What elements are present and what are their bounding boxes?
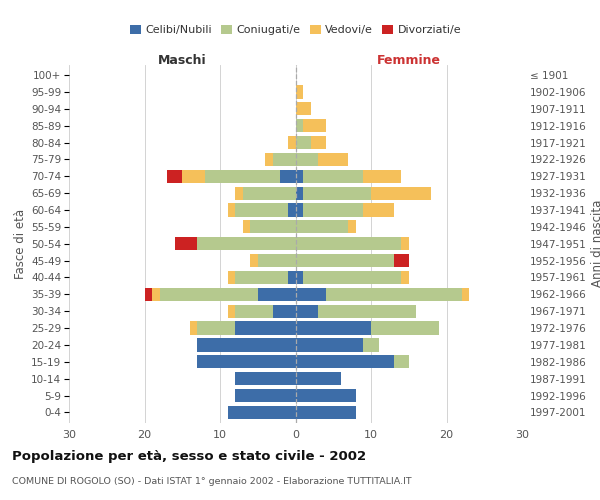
Bar — [190, 322, 197, 334]
Bar — [242, 220, 250, 234]
Bar — [371, 322, 439, 334]
Bar — [296, 355, 394, 368]
Bar — [258, 254, 296, 267]
Bar — [364, 170, 401, 183]
Bar — [296, 322, 371, 334]
Bar — [296, 372, 341, 385]
Bar — [296, 119, 303, 132]
Bar — [296, 153, 318, 166]
Bar — [303, 186, 371, 200]
Bar — [250, 254, 258, 267]
Bar — [296, 389, 356, 402]
Bar — [235, 204, 288, 216]
Bar — [227, 304, 235, 318]
Bar — [311, 136, 326, 149]
Bar — [227, 271, 235, 284]
Bar — [296, 220, 349, 234]
Bar — [461, 288, 469, 301]
Bar — [227, 204, 235, 216]
Bar — [167, 170, 182, 183]
Bar — [296, 86, 303, 98]
Bar — [303, 170, 364, 183]
Bar — [296, 271, 303, 284]
Bar — [280, 170, 296, 183]
Bar — [235, 304, 273, 318]
Bar — [288, 136, 296, 149]
Text: COMUNE DI ROGOLO (SO) - Dati ISTAT 1° gennaio 2002 - Elaborazione TUTTITALIA.IT: COMUNE DI ROGOLO (SO) - Dati ISTAT 1° ge… — [12, 478, 412, 486]
Bar — [401, 271, 409, 284]
Bar — [235, 271, 288, 284]
Bar — [273, 153, 296, 166]
Text: Maschi: Maschi — [158, 54, 206, 66]
Bar — [364, 204, 394, 216]
Bar — [318, 304, 416, 318]
Bar — [303, 119, 326, 132]
Bar — [197, 355, 296, 368]
Bar — [296, 338, 364, 351]
Text: Femmine: Femmine — [377, 54, 441, 66]
Bar — [303, 204, 364, 216]
Bar — [296, 254, 394, 267]
Bar — [401, 237, 409, 250]
Bar — [258, 288, 296, 301]
Bar — [205, 170, 280, 183]
Bar — [288, 271, 296, 284]
Bar — [296, 406, 356, 419]
Bar — [371, 186, 431, 200]
Bar — [296, 237, 401, 250]
Bar — [303, 271, 401, 284]
Bar — [288, 204, 296, 216]
Bar — [296, 136, 311, 149]
Bar — [296, 186, 303, 200]
Bar — [227, 406, 296, 419]
Bar — [152, 288, 160, 301]
Bar — [182, 170, 205, 183]
Y-axis label: Anni di nascita: Anni di nascita — [590, 200, 600, 288]
Bar — [326, 288, 461, 301]
Bar — [197, 322, 235, 334]
Bar — [145, 288, 152, 301]
Bar — [197, 237, 296, 250]
Bar — [160, 288, 258, 301]
Text: Popolazione per età, sesso e stato civile - 2002: Popolazione per età, sesso e stato civil… — [12, 450, 366, 463]
Bar — [364, 338, 379, 351]
Bar — [296, 288, 326, 301]
Y-axis label: Fasce di età: Fasce di età — [14, 208, 27, 279]
Bar — [296, 102, 311, 116]
Bar — [235, 186, 242, 200]
Bar — [175, 237, 197, 250]
Bar — [394, 254, 409, 267]
Bar — [242, 186, 296, 200]
Bar — [250, 220, 296, 234]
Bar — [296, 170, 303, 183]
Bar — [265, 153, 273, 166]
Bar — [235, 372, 296, 385]
Bar — [296, 304, 318, 318]
Bar — [273, 304, 296, 318]
Bar — [318, 153, 349, 166]
Bar — [197, 338, 296, 351]
Bar — [235, 322, 296, 334]
Legend: Celibi/Nubili, Coniugati/e, Vedovi/e, Divorziati/e: Celibi/Nubili, Coniugati/e, Vedovi/e, Di… — [125, 20, 466, 40]
Bar — [349, 220, 356, 234]
Bar — [235, 389, 296, 402]
Bar — [296, 204, 303, 216]
Bar — [394, 355, 409, 368]
